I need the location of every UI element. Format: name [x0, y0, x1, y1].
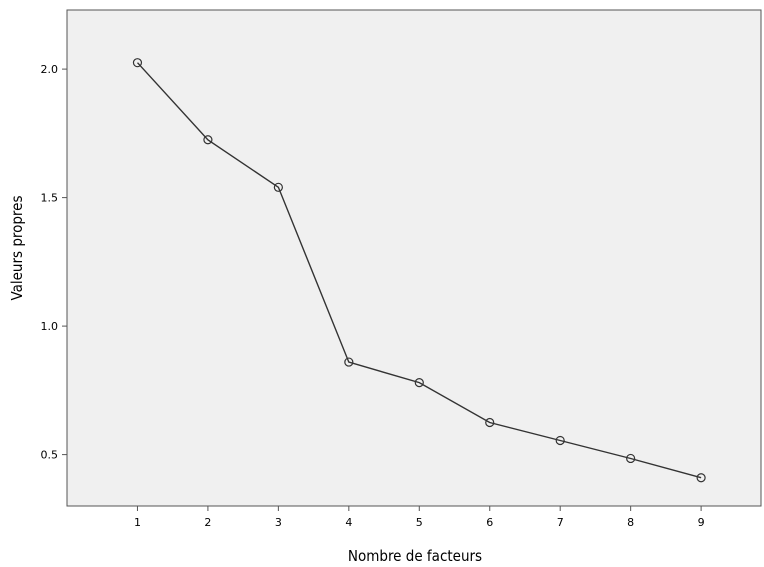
data-point — [485, 417, 495, 428]
y-tick-label: 1.0 — [41, 320, 59, 333]
series-markers — [132, 58, 706, 483]
x-tick-label: 6 — [486, 516, 493, 529]
x-axis-title: Nombre de facteurs — [348, 547, 482, 565]
x-tick-label: 7 — [557, 516, 564, 529]
data-point — [273, 182, 283, 192]
data-point — [344, 357, 354, 367]
x-tick-label: 9 — [698, 516, 705, 529]
plot-area — [66, 9, 762, 507]
x-tick-label: 3 — [275, 516, 282, 529]
x-axis: 1 2 3 4 5 6 7 8 9 — [134, 506, 705, 529]
y-tick-label: 1.5 — [41, 192, 59, 205]
data-point — [414, 378, 424, 388]
x-tick-label: 4 — [345, 516, 352, 529]
data-point — [555, 435, 565, 446]
x-tick-label: 8 — [627, 516, 634, 529]
x-tick-label: 1 — [134, 516, 141, 529]
y-tick-label: 0.5 — [41, 449, 59, 462]
x-tick-label: 2 — [204, 516, 211, 529]
data-point — [203, 135, 213, 145]
x-tick-label: 5 — [416, 516, 423, 529]
data-point — [132, 58, 143, 68]
y-axis: 0.5 1.0 1.5 2.0 — [41, 63, 67, 462]
data-point — [696, 473, 706, 483]
y-axis-title: Valeurs propres — [8, 196, 26, 301]
series-line — [136, 62, 702, 479]
y-tick-label: 2.0 — [41, 63, 59, 76]
data-point — [626, 453, 636, 464]
